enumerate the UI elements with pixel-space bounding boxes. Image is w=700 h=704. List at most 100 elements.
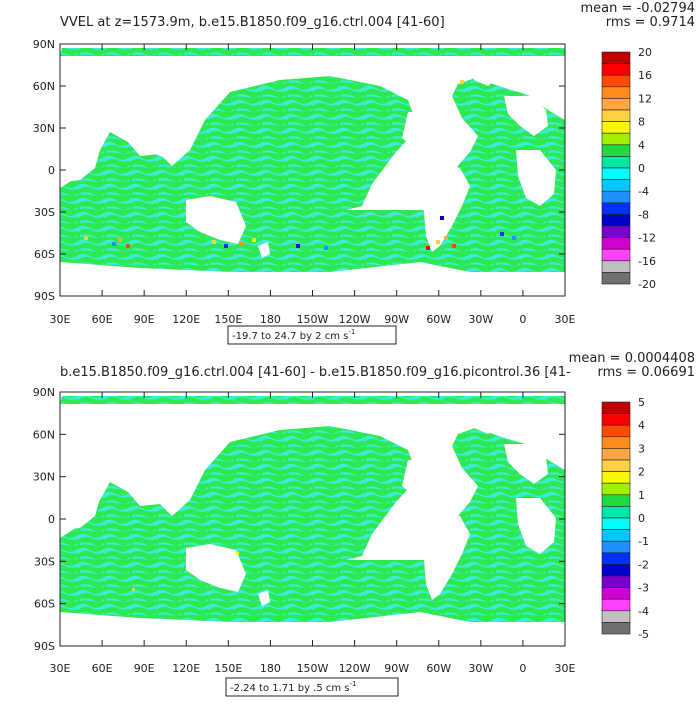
lon-label: 150W <box>297 313 329 326</box>
colorbar-label: 4 <box>638 139 645 152</box>
lon-label: 0 <box>519 662 526 675</box>
colorbar-swatch <box>601 132 631 146</box>
panel-2-map <box>60 392 565 646</box>
panel-2: b.e15.B1850.f09_g16.ctrl.004 [41-60] - b… <box>33 351 695 697</box>
colorbar-swatch <box>601 540 631 554</box>
lon-label: 60E <box>92 313 113 326</box>
lon-label: 30E <box>555 313 576 326</box>
colorbar-swatch <box>601 575 631 588</box>
panel-2-mean: mean = 0.0004408 <box>569 351 695 366</box>
colorbar-swatch <box>601 482 631 496</box>
colorbar-swatch <box>601 74 631 88</box>
colorbar-swatch <box>601 51 631 64</box>
lon-label: 180 <box>260 313 281 326</box>
lat-label: 30N <box>33 471 55 484</box>
colorbar-label: 1 <box>638 489 645 502</box>
lon-label: 150E <box>214 662 242 675</box>
colorbar-label: 2 <box>638 466 645 479</box>
colorbar-swatch <box>601 529 631 542</box>
panel-2-axes: 90N 60N 30N 0 30S 60S 90S 30E 60E 90E 120E 150E 180 1… <box>33 386 576 675</box>
lon-label: 180 <box>260 662 281 675</box>
colorbar-swatch <box>601 109 631 122</box>
panel-1-land <box>60 56 565 296</box>
lon-label: 30W <box>468 662 493 675</box>
colorbar-swatch <box>601 179 631 192</box>
lon-label: 30E <box>555 662 576 675</box>
panel-1: VVEL at z=1573.9m, b.e15.B1850.f09_g16.c… <box>33 1 695 345</box>
colorbar-swatch <box>601 424 631 438</box>
lon-label: 30W <box>468 313 493 326</box>
colorbar-label: -2 <box>638 558 649 571</box>
colorbar-swatch <box>601 448 631 461</box>
colorbar-swatch <box>601 471 631 484</box>
colorbar-swatch <box>601 237 631 250</box>
lon-label: 120E <box>172 313 200 326</box>
lat-label: 60N <box>33 428 55 441</box>
lat-label: 90S <box>34 640 55 653</box>
lat-label: 60S <box>34 248 55 261</box>
colorbar-label: 0 <box>638 162 645 175</box>
colorbar-label: 20 <box>638 46 652 59</box>
lat-label: 30S <box>34 206 55 219</box>
colorbar-swatch <box>601 436 631 449</box>
panel-2-colorbar: 5 4 3 2 1 0 -1 -2 -3 -4 -5 <box>601 396 649 641</box>
colorbar-swatch <box>601 167 631 180</box>
colorbar-label: -4 <box>638 185 649 198</box>
panel-2-range-sup: -1 <box>350 680 357 688</box>
colorbar-swatch <box>601 248 631 262</box>
lon-label: 90W <box>384 662 409 675</box>
colorbar-swatch <box>601 272 631 285</box>
colorbar-label: -3 <box>638 582 649 595</box>
lon-label: 120W <box>339 313 371 326</box>
colorbar-label: 12 <box>638 92 652 105</box>
lat-label: 90S <box>34 290 55 303</box>
panel-2-speckles <box>132 552 239 591</box>
panel-1-speckles <box>84 80 516 250</box>
colorbar-swatch <box>601 98 631 111</box>
colorbar-swatch <box>601 401 631 414</box>
colorbar-swatch <box>601 190 631 204</box>
lat-label: 0 <box>48 513 55 526</box>
colorbar-label: 4 <box>638 419 645 432</box>
panel-1-axes: 90N 60N 30N 0 30S 60S 90S 30E 60E 90E 120E 150E 180 1… <box>33 38 576 326</box>
lon-label: 60E <box>92 662 113 675</box>
colorbar-label: -20 <box>638 278 656 291</box>
lat-label: 90N <box>33 38 55 51</box>
colorbar-swatch <box>601 63 631 76</box>
panel-2-rms: rms = 0.06691 <box>598 365 695 380</box>
lon-label: 120W <box>339 662 371 675</box>
lon-label: 60W <box>426 313 451 326</box>
colorbar-swatch <box>601 260 631 273</box>
colorbar-swatch <box>601 610 631 623</box>
panel-1-rms: rms = 0.9714 <box>606 15 695 30</box>
panel-1-colorbar: 20 16 12 8 4 0 -4 -8 -12 -16 -20 <box>601 46 656 291</box>
colorbar-label: -12 <box>638 232 656 245</box>
lon-label: 0 <box>519 313 526 326</box>
colorbar-swatch <box>601 587 631 600</box>
svg-text:-19.7 to 24.7 by 2 cm s-1: -19.7 to 24.7 by 2 cm s-1 <box>232 328 355 342</box>
lon-label: 90E <box>134 313 155 326</box>
panel-1-range-sup: -1 <box>348 328 355 336</box>
colorbar-label: 16 <box>638 69 652 82</box>
colorbar-swatch <box>601 413 631 426</box>
colorbar-swatch <box>601 517 631 530</box>
colorbar-label: 0 <box>638 512 645 525</box>
lon-label: 90E <box>134 662 155 675</box>
colorbar-swatch <box>601 225 631 238</box>
lat-label: 60N <box>33 80 55 93</box>
colorbar-label: -16 <box>638 255 656 268</box>
lon-label: 150E <box>214 313 242 326</box>
lat-label: 30N <box>33 122 55 135</box>
colorbar-swatch <box>601 156 631 169</box>
lon-label: 90W <box>384 313 409 326</box>
panel-2-title: b.e15.B1850.f09_g16.ctrl.004 [41-60] - b… <box>60 365 571 380</box>
colorbar-label: 8 <box>638 116 645 129</box>
colorbar-label: -1 <box>638 535 649 548</box>
colorbar-swatch <box>601 144 631 157</box>
panel-1-title: VVEL at z=1573.9m, b.e15.B1850.f09_g16.c… <box>60 15 445 30</box>
colorbar-label: 3 <box>638 442 645 455</box>
panel-1-mean: mean = -0.02794 <box>581 1 695 16</box>
colorbar-swatch <box>601 459 631 472</box>
colorbar-swatch <box>601 202 631 215</box>
